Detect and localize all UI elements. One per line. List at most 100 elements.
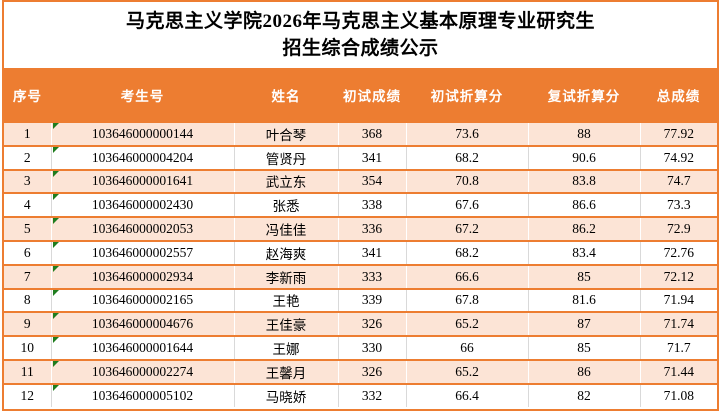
cell-total-score[interactable]: 73.3: [639, 192, 717, 218]
cell-initial-converted[interactable]: 73.6: [405, 121, 528, 146]
cell-initial-score[interactable]: 332: [337, 382, 406, 407]
cell-candidate-id[interactable]: 103646000001641: [50, 168, 234, 194]
cell-name[interactable]: 王馨月: [233, 358, 338, 384]
cell-seq[interactable]: 11: [4, 358, 51, 384]
cell-initial-score[interactable]: 330: [337, 335, 406, 360]
cell-total-score[interactable]: 71.08: [639, 382, 717, 407]
cell-initial-score[interactable]: 338: [337, 192, 406, 218]
cell-name[interactable]: 王娜: [233, 335, 338, 360]
cell-initial-converted[interactable]: 70.8: [405, 168, 528, 194]
text-format-indicator-icon: [52, 123, 59, 129]
column-header-seq[interactable]: 序号: [4, 68, 51, 122]
cell-total-score[interactable]: 71.94: [639, 287, 717, 313]
cell-retest-converted[interactable]: 87: [527, 311, 640, 337]
cell-retest-converted[interactable]: 83.4: [527, 239, 640, 265]
cell-total-score[interactable]: 72.9: [639, 216, 717, 241]
table-row: 3 103646000001641 武立东 354 70.8 83.8 74.7: [4, 168, 717, 194]
cell-total-score[interactable]: 74.92: [639, 144, 717, 170]
cell-initial-score[interactable]: 354: [337, 168, 406, 194]
cell-retest-converted[interactable]: 86.2: [527, 216, 640, 241]
table-row: 9 103646000004676 王佳豪 326 65.2 87 71.74: [4, 311, 717, 337]
cell-initial-converted[interactable]: 66: [405, 335, 528, 360]
cell-retest-converted[interactable]: 85: [527, 263, 640, 289]
cell-total-score[interactable]: 71.7: [639, 335, 717, 360]
cell-candidate-id[interactable]: 103646000002934: [50, 263, 234, 289]
cell-seq[interactable]: 6: [4, 239, 51, 265]
cell-initial-score[interactable]: 333: [337, 263, 406, 289]
cell-retest-converted[interactable]: 88: [527, 121, 640, 146]
cell-candidate-id[interactable]: 103646000002274: [50, 358, 234, 384]
cell-seq[interactable]: 4: [4, 192, 51, 218]
cell-name[interactable]: 张悉: [233, 192, 338, 218]
cell-name[interactable]: 冯佳佳: [233, 216, 338, 241]
cell-total-score[interactable]: 72.12: [639, 263, 717, 289]
column-header-initial-score[interactable]: 初试成绩: [338, 68, 406, 122]
table-row: 12 103646000005102 马晓娇 332 66.4 82 71.08: [4, 382, 717, 407]
cell-initial-score[interactable]: 326: [337, 311, 406, 337]
cell-candidate-id[interactable]: 103646000002557: [50, 239, 234, 265]
table-row: 10 103646000001644 王娜 330 66 85 71.7: [4, 335, 717, 360]
cell-initial-converted[interactable]: 67.8: [405, 287, 528, 313]
cell-candidate-id[interactable]: 103646000002430: [50, 192, 234, 218]
cell-seq[interactable]: 9: [4, 311, 51, 337]
cell-retest-converted[interactable]: 86.6: [527, 192, 640, 218]
cell-candidate-id[interactable]: 103646000002053: [50, 216, 234, 241]
cell-initial-score[interactable]: 341: [337, 239, 406, 265]
cell-name[interactable]: 叶合琴: [233, 121, 338, 146]
cell-initial-score[interactable]: 326: [337, 358, 406, 384]
cell-name[interactable]: 赵海爽: [233, 239, 338, 265]
cell-retest-converted[interactable]: 81.6: [527, 287, 640, 313]
cell-name[interactable]: 李新雨: [233, 263, 338, 289]
score-table: 序号 考生号 姓名 初试成绩 初试折算分 复试折算分 总成绩 1 1036460…: [4, 68, 717, 407]
cell-name[interactable]: 武立东: [233, 168, 338, 194]
cell-seq[interactable]: 5: [4, 216, 51, 241]
cell-seq[interactable]: 12: [4, 382, 51, 407]
cell-name[interactable]: 马晓娇: [233, 382, 338, 407]
cell-total-score[interactable]: 72.76: [639, 239, 717, 265]
cell-retest-converted[interactable]: 83.8: [527, 168, 640, 194]
cell-total-score[interactable]: 71.74: [639, 311, 717, 337]
cell-initial-converted[interactable]: 66.6: [405, 263, 528, 289]
cell-initial-score[interactable]: 368: [337, 121, 406, 146]
cell-retest-converted[interactable]: 86: [527, 358, 640, 384]
cell-seq[interactable]: 8: [4, 287, 51, 313]
cell-name[interactable]: 王佳豪: [233, 311, 338, 337]
column-header-candidate-id[interactable]: 考生号: [51, 68, 234, 122]
cell-seq[interactable]: 7: [4, 263, 51, 289]
cell-total-score[interactable]: 74.7: [639, 168, 717, 194]
cell-total-score[interactable]: 71.44: [639, 358, 717, 384]
column-header-name[interactable]: 姓名: [234, 68, 338, 122]
cell-seq[interactable]: 1: [4, 121, 51, 146]
cell-initial-converted[interactable]: 68.2: [405, 239, 528, 265]
cell-retest-converted[interactable]: 90.6: [527, 144, 640, 170]
cell-candidate-id[interactable]: 103646000004676: [50, 311, 234, 337]
table-row: 1 103646000000144 叶合琴 368 73.6 88 77.92: [4, 121, 717, 146]
cell-candidate-id[interactable]: 103646000004204: [50, 144, 234, 170]
cell-retest-converted[interactable]: 82: [527, 382, 640, 407]
cell-initial-converted[interactable]: 68.2: [405, 144, 528, 170]
cell-name[interactable]: 管贤丹: [233, 144, 338, 170]
cell-initial-converted[interactable]: 67.6: [405, 192, 528, 218]
cell-initial-score[interactable]: 336: [337, 216, 406, 241]
cell-total-score[interactable]: 77.92: [639, 121, 717, 146]
column-header-initial-converted[interactable]: 初试折算分: [406, 68, 528, 122]
cell-initial-score[interactable]: 339: [337, 287, 406, 313]
cell-candidate-id[interactable]: 103646000000144: [50, 121, 234, 146]
cell-name[interactable]: 王艳: [233, 287, 338, 313]
cell-candidate-id[interactable]: 103646000002165: [50, 287, 234, 313]
cell-initial-converted[interactable]: 65.2: [405, 358, 528, 384]
cell-seq[interactable]: 10: [4, 335, 51, 360]
cell-seq[interactable]: 2: [4, 144, 51, 170]
column-header-retest-converted[interactable]: 复试折算分: [528, 68, 640, 122]
text-format-indicator-icon: [52, 266, 59, 272]
cell-initial-converted[interactable]: 67.2: [405, 216, 528, 241]
cell-retest-converted[interactable]: 85: [527, 335, 640, 360]
cell-initial-converted[interactable]: 65.2: [405, 311, 528, 337]
cell-initial-converted[interactable]: 66.4: [405, 382, 528, 407]
column-header-total-score[interactable]: 总成绩: [640, 68, 717, 122]
page-title-line-2: 招生综合成绩公示: [282, 38, 439, 59]
cell-candidate-id[interactable]: 103646000001644: [50, 335, 234, 360]
cell-seq[interactable]: 3: [4, 168, 51, 194]
cell-initial-score[interactable]: 341: [337, 144, 406, 170]
cell-candidate-id[interactable]: 103646000005102: [50, 382, 234, 407]
